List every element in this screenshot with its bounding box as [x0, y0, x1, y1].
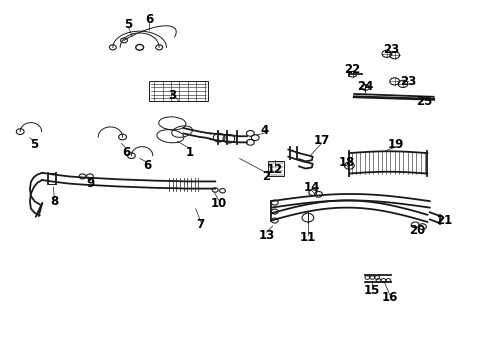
Text: 8: 8: [50, 195, 59, 208]
Text: 23: 23: [382, 42, 398, 55]
Text: 21: 21: [435, 214, 451, 227]
Text: 5: 5: [30, 138, 38, 151]
Text: 4: 4: [260, 124, 268, 137]
Bar: [267, 161, 283, 176]
Text: 17: 17: [313, 134, 329, 147]
Text: 23: 23: [399, 75, 415, 88]
Text: 16: 16: [381, 291, 397, 304]
Text: 11: 11: [299, 231, 315, 244]
Text: 6: 6: [142, 159, 151, 172]
Text: 15: 15: [364, 284, 380, 297]
Text: 19: 19: [386, 138, 403, 150]
Bar: [149, 81, 207, 101]
Text: 24: 24: [357, 80, 373, 93]
Text: 7: 7: [196, 218, 204, 231]
Text: 9: 9: [86, 177, 95, 190]
Text: 13: 13: [258, 229, 274, 242]
Text: 22: 22: [344, 63, 360, 76]
Text: 25: 25: [415, 95, 431, 108]
Text: 20: 20: [408, 224, 425, 238]
Text: 6: 6: [122, 145, 130, 158]
Text: 12: 12: [266, 163, 282, 176]
Text: 14: 14: [303, 181, 319, 194]
Text: 10: 10: [210, 197, 226, 210]
Text: 1: 1: [185, 145, 194, 158]
Text: 2: 2: [262, 170, 270, 183]
Text: 18: 18: [338, 156, 354, 169]
Text: 3: 3: [168, 89, 176, 102]
Text: 6: 6: [145, 13, 153, 26]
Text: 5: 5: [124, 18, 132, 31]
